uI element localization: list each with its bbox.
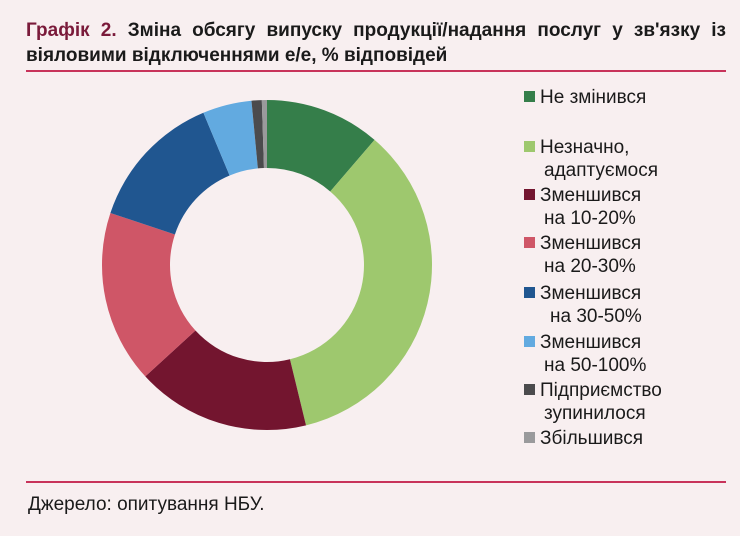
legend-swatch-icon (524, 287, 535, 298)
legend-item-decrease-30-50: Зменшився на 30-50% (524, 282, 642, 328)
legend-swatch-icon (524, 336, 535, 347)
donut-segment (251, 100, 264, 169)
legend-item-enterprise-stopped: Підприємство зупинилося (524, 379, 662, 425)
legend-swatch-icon (524, 432, 535, 443)
donut-chart (102, 100, 432, 430)
legend-item-unchanged: Не змінився (524, 86, 646, 109)
donut-segment (261, 100, 267, 169)
footer-divider (26, 481, 726, 483)
legend-swatch-icon (524, 189, 535, 200)
donut-segment (203, 100, 258, 176)
legend-item-slight-adapting: Незначно, адаптуємося (524, 136, 658, 182)
legend-swatch-icon (524, 141, 535, 152)
donut-segment (145, 330, 307, 430)
source-note: Джерело: опитування НБУ. (28, 494, 265, 515)
legend-item-decrease-20-30: Зменшився на 20-30% (524, 232, 641, 278)
donut-segment (102, 213, 196, 377)
legend-item-decrease-50-100: Зменшився на 50-100% (524, 331, 646, 377)
chart-title-text: Зміна обсягу випуску продукції/надання п… (26, 20, 726, 66)
donut-segment (110, 112, 230, 235)
chart-title: Графік 2. Зміна обсягу випуску продукції… (26, 18, 726, 68)
legend-item-decrease-10-20: Зменшився на 10-20% (524, 184, 641, 230)
title-divider (26, 70, 726, 72)
chart-title-prefix: Графік 2. (26, 20, 117, 41)
legend-swatch-icon (524, 91, 535, 102)
legend-item-increased: Збільшився (524, 427, 643, 450)
donut-segment (289, 139, 432, 426)
legend-swatch-icon (524, 237, 535, 248)
legend-swatch-icon (524, 384, 535, 395)
donut-segment (267, 100, 375, 192)
